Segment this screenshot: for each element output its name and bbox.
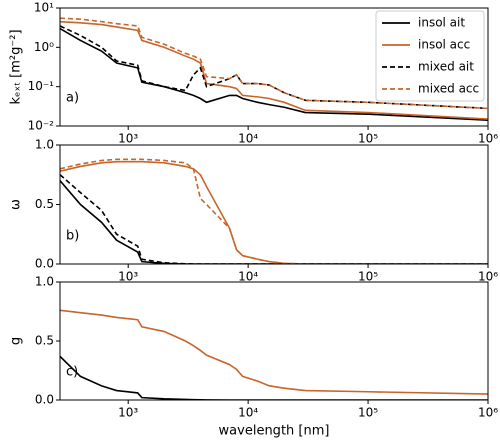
legend-label: mixed ait [418,60,474,74]
legend-label: insol ait [418,16,465,30]
series-line [60,158,488,264]
series-line [60,17,488,110]
series-line [60,20,488,120]
y-tick-label: 0.0 [35,257,54,271]
y-tick-label: 10⁰ [34,40,54,54]
legend-label: insol acc [418,38,470,52]
y-axis-label: g [9,337,24,345]
x-axis-label: wavelength [nm] [219,424,330,439]
x-tick-label: 10⁴ [238,132,258,146]
y-tick-label: 0.5 [35,334,54,348]
panel-label: a) [66,91,79,106]
axes-frame [59,281,489,401]
plot-area [60,158,488,264]
series-line [60,27,488,122]
y-axis-label: ω [9,199,24,210]
x-tick-label: 10⁶ [478,406,498,420]
x-tick-label: 10⁵ [358,406,378,420]
x-tick-label: 10⁶ [478,270,498,284]
series-line [60,174,488,264]
panel-label: b) [66,229,79,244]
y-tick-label: 0.5 [35,197,54,211]
x-tick-label: 10³ [118,270,138,284]
x-tick-label: 10⁴ [238,406,258,420]
y-axis-label: kₑₓₜ [m²g⁻²] [9,29,24,104]
y-tick-label: 0.0 [35,393,54,407]
x-tick-label: 10⁴ [238,270,258,284]
legend-box [375,10,485,102]
plot-area [60,309,488,400]
y-tick-label: 10⁻¹ [28,79,55,93]
x-tick-label: 10³ [118,406,138,420]
plot-area [60,17,488,122]
y-tick-label: 1.0 [35,138,54,152]
y-tick-label: 10⁻² [28,119,55,133]
panel-label: c) [66,365,78,380]
series-line [60,25,488,110]
x-tick-label: 10⁵ [358,270,378,284]
y-tick-label: 1.0 [35,275,54,289]
legend-label: mixed acc [418,82,479,96]
x-tick-label: 10⁶ [478,132,498,146]
series-line [60,309,488,395]
y-tick-label: 10¹ [34,1,54,15]
x-tick-label: 10⁵ [358,132,378,146]
series-line [60,160,488,264]
axes-frame [59,144,489,265]
x-tick-label: 10³ [118,132,138,146]
series-line [60,180,488,264]
axes-frame [59,7,489,127]
